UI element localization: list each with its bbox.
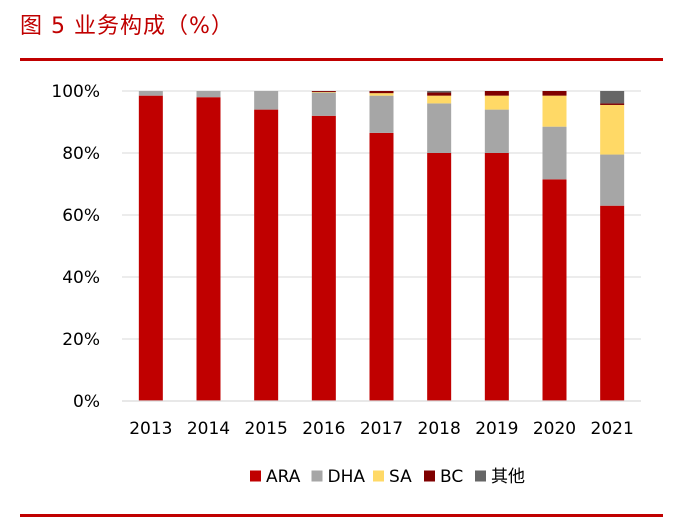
bar-segment [484,153,509,401]
y-tick-label: 20% [62,330,100,350]
bar-segment [369,95,394,133]
x-tick-label: 2013 [129,419,172,439]
top-rule [20,58,663,61]
bar-segment [369,93,394,96]
x-tick-label: 2016 [302,419,345,439]
figure-title: 图 5 业务构成（%） [20,14,234,39]
x-tick-label: 2019 [475,419,518,439]
bar-segment [427,91,452,93]
legend-label: DHA [328,467,366,487]
bar-segment [542,91,567,96]
bars [138,91,625,402]
bar-segment [600,103,625,105]
y-tick-label: 0% [73,392,100,412]
bar-segment [600,205,625,401]
axes: 0% 20% 40% 60% 80% 100% 2013 2014 2015 2016 2017 20… [51,82,641,439]
y-tick-label: 40% [62,268,100,288]
bar-segment [138,91,163,96]
bar-segment [311,91,336,93]
x-tick-label: 2017 [360,419,403,439]
bar-segment [600,91,625,104]
bar-segment [484,109,509,153]
bar-segment [254,109,279,401]
bar-segment [484,91,509,96]
bar-segment [427,103,452,153]
legend-swatch [475,470,486,482]
y-tick-label: 60% [62,206,100,226]
bar-segment [484,95,509,110]
bar-segment [311,115,336,402]
bar-segment [427,92,452,96]
bar-segment [542,95,567,127]
legend-label: 其他 [491,467,525,487]
bar-segment [369,132,394,401]
bar-segment [542,179,567,401]
legend-swatch [250,470,261,482]
bar-segment [254,91,279,110]
legend: ARA DHA SA BC 其他 [250,467,525,487]
bar-segment [427,95,452,104]
bottom-rule [20,514,663,517]
bar-segment [196,97,221,401]
bar-segment [311,92,336,116]
legend-swatch [424,470,435,482]
x-tick-label: 2020 [533,419,576,439]
bar-segment [600,154,625,206]
bar-segment [600,104,625,155]
y-tick-label: 100% [51,82,100,102]
bar-segment [196,91,221,98]
bar-segment [542,126,567,180]
x-tick-label: 2014 [187,419,230,439]
bar-segment [138,95,163,402]
bar-segment [427,153,452,401]
legend-swatch [373,470,384,482]
legend-label: BC [440,467,463,487]
bar-segment [369,91,394,94]
bar-segment [311,91,336,92]
x-tick-label: 2018 [418,419,461,439]
y-tick-label: 80% [62,144,100,164]
legend-label: ARA [266,467,301,487]
legend-label: SA [389,467,412,487]
legend-swatch [311,470,323,482]
x-tick-label: 2015 [245,419,288,439]
x-tick-label: 2021 [591,419,634,439]
